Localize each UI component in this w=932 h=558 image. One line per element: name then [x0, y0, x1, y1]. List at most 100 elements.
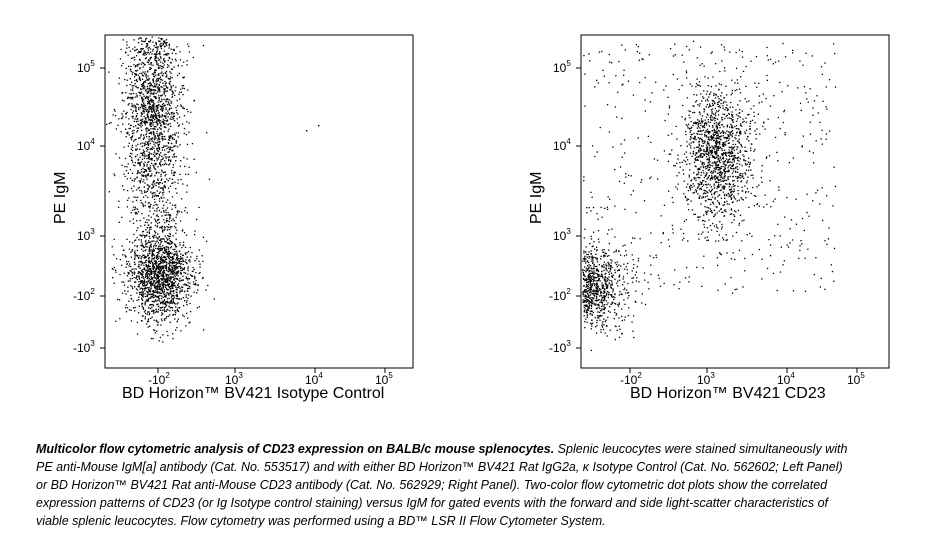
event-dot — [137, 211, 140, 213]
event-dot — [585, 279, 588, 282]
event-dot — [739, 100, 741, 102]
event-dot — [157, 238, 159, 240]
event-dot — [600, 255, 602, 257]
event-dot — [614, 296, 616, 299]
event-dot — [585, 304, 587, 306]
event-dot — [724, 283, 726, 285]
event-dot — [737, 176, 739, 178]
event-dot — [145, 96, 147, 98]
event-dot — [150, 304, 153, 306]
event-dot — [708, 166, 711, 169]
event-dot — [604, 295, 606, 297]
event-dot — [150, 308, 152, 310]
event-dot — [157, 59, 160, 61]
event-dot — [602, 312, 605, 314]
event-dot — [717, 172, 719, 175]
event-dot — [141, 175, 143, 177]
event-dot — [726, 200, 728, 203]
event-dot — [709, 146, 712, 149]
event-dot — [173, 274, 175, 276]
event-dot — [677, 154, 679, 156]
event-dot — [160, 196, 162, 198]
event-dot — [591, 302, 594, 305]
event-dot — [145, 38, 147, 40]
event-dot — [614, 311, 616, 314]
event-dot — [181, 289, 183, 291]
event-dot — [164, 171, 166, 173]
event-dot — [137, 285, 139, 288]
event-dot — [140, 257, 142, 259]
event-dot — [586, 265, 589, 267]
event-dot — [718, 129, 720, 132]
event-dot — [607, 263, 610, 265]
event-dot — [133, 56, 136, 58]
event-dot — [176, 257, 178, 260]
event-dot — [167, 276, 170, 278]
event-dot — [718, 101, 720, 103]
event-dot — [175, 288, 177, 291]
event-dot — [151, 306, 153, 308]
event-dot — [165, 153, 167, 155]
event-dot — [582, 270, 584, 272]
event-dot — [181, 254, 184, 256]
event-dot — [706, 206, 708, 209]
event-dot — [161, 265, 163, 267]
event-dot — [159, 40, 161, 42]
event-dot — [154, 58, 156, 60]
event-dot — [714, 214, 716, 216]
event-dot — [168, 56, 170, 59]
event-dot — [137, 187, 139, 189]
event-dot — [165, 278, 168, 280]
event-dot — [152, 305, 155, 307]
event-dot — [130, 98, 132, 100]
event-dot — [738, 141, 741, 144]
event-dot — [157, 110, 159, 112]
event-dot — [159, 191, 161, 193]
event-dot — [153, 93, 155, 95]
event-dot — [699, 127, 701, 129]
event-dot — [608, 249, 610, 251]
event-dot — [613, 298, 615, 301]
event-dot — [596, 246, 598, 248]
event-dot — [597, 299, 599, 301]
event-dot — [139, 288, 141, 290]
event-dot — [160, 266, 162, 269]
event-dot — [160, 152, 162, 154]
event-dot — [154, 168, 156, 170]
event-dot — [182, 87, 184, 89]
event-dot — [154, 294, 157, 297]
event-dot — [151, 119, 153, 121]
event-dot — [744, 131, 746, 133]
event-dot — [710, 175, 713, 177]
event-dot — [170, 286, 172, 288]
event-dot — [174, 90, 176, 92]
event-dot — [709, 115, 712, 117]
event-dot — [707, 162, 709, 164]
event-dot — [717, 134, 719, 136]
event-dot — [723, 179, 725, 182]
event-dot — [167, 334, 169, 337]
event-dot — [131, 286, 133, 288]
event-dot — [736, 114, 738, 116]
event-dot — [720, 139, 722, 141]
event-dot — [184, 246, 187, 248]
event-dot — [140, 89, 142, 91]
event-dot — [604, 307, 606, 309]
event-dot — [172, 271, 174, 273]
event-dot — [133, 196, 135, 198]
event-dot — [168, 109, 170, 111]
event-dot — [690, 134, 692, 136]
event-dot — [177, 212, 179, 214]
event-dot — [182, 106, 184, 108]
event-dot — [163, 308, 165, 311]
event-dot — [582, 277, 585, 280]
event-dot — [176, 273, 178, 275]
event-dot — [132, 206, 135, 208]
event-dot — [174, 268, 176, 270]
plot-frame — [104, 34, 414, 369]
event-dot — [168, 274, 170, 276]
event-dot — [698, 196, 700, 198]
event-dot — [184, 165, 186, 167]
event-dot — [168, 158, 170, 160]
event-dot — [170, 86, 173, 89]
